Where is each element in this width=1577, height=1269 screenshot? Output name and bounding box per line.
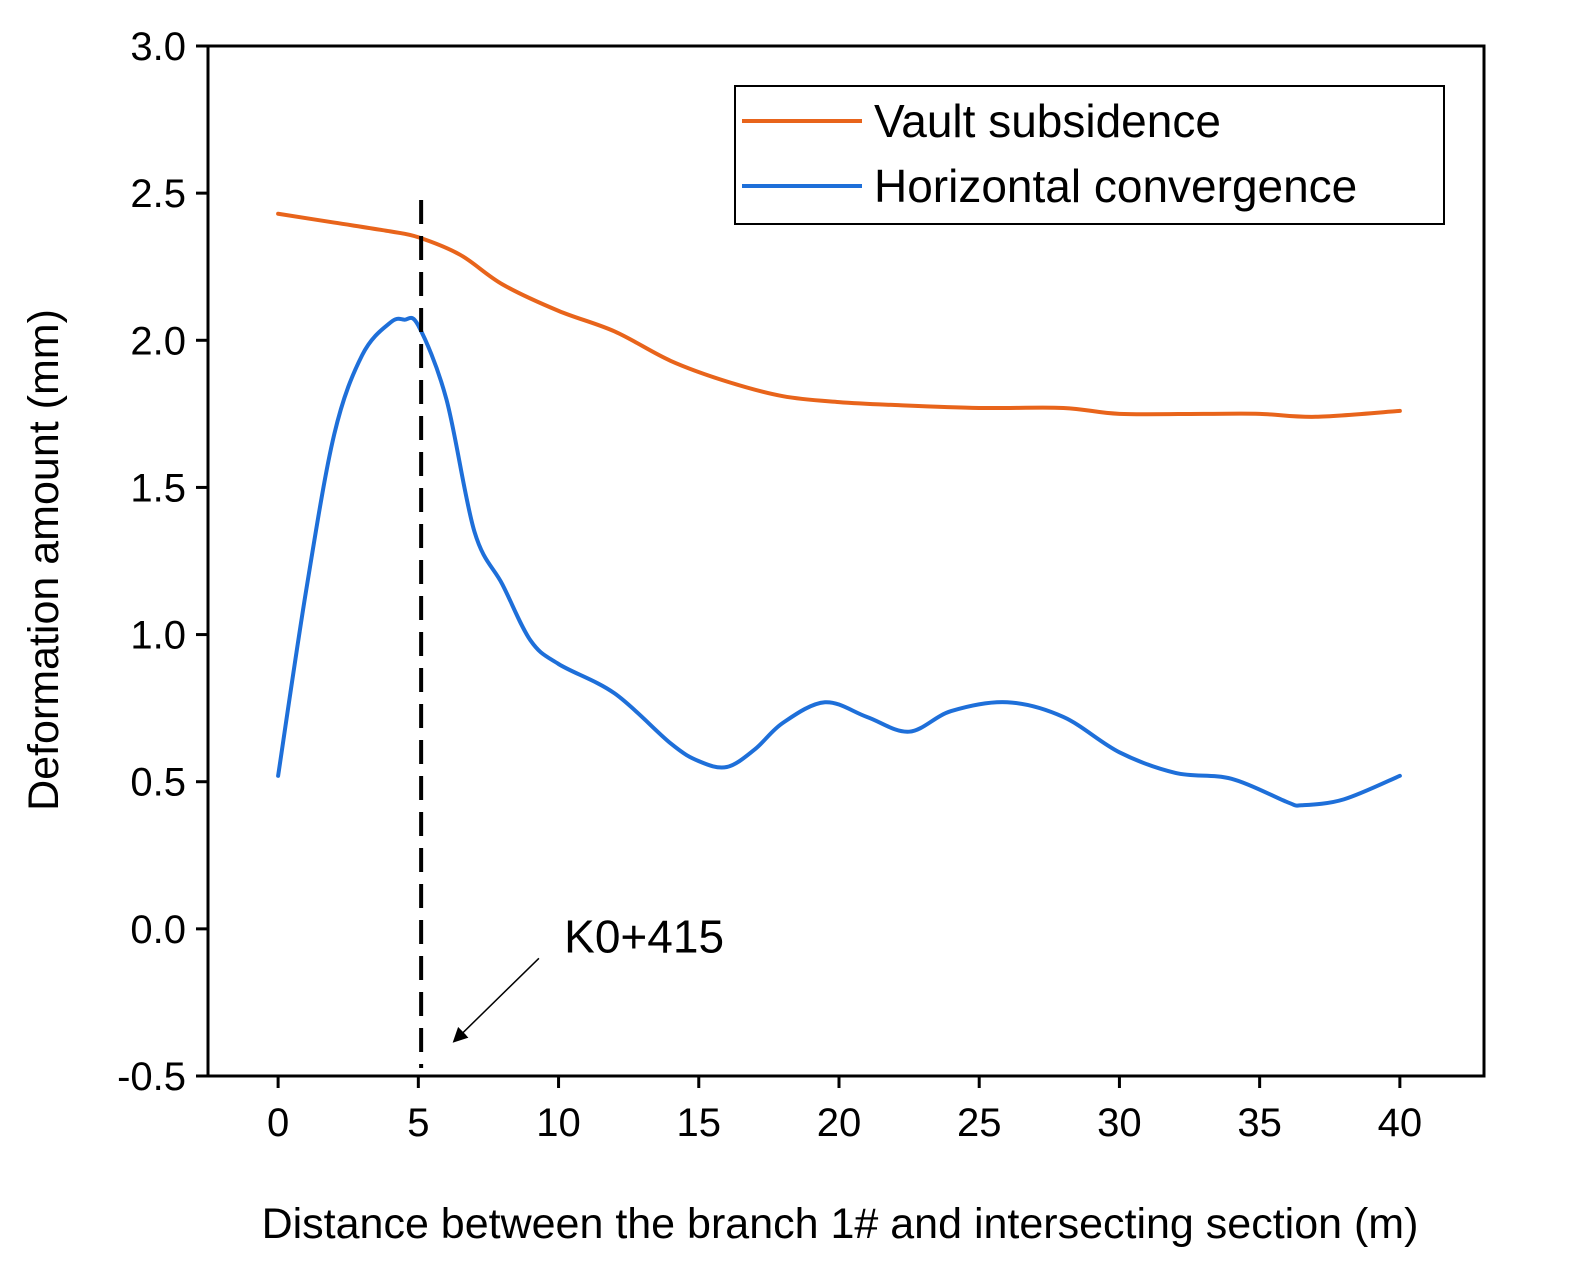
y-axis-ticks: -0.5 0.0 0.5 1.0 1.5 2.0 2.5 3.0 <box>117 25 208 1099</box>
legend-label-vault-subsidence: Vault subsidence <box>874 95 1221 147</box>
y-tick-label: 2.5 <box>130 172 186 216</box>
legend-box <box>734 85 1445 225</box>
y-axis-title: Deformation amount (mm) <box>20 309 68 811</box>
series-line-horizontal-convergence <box>276 315 1402 808</box>
legend: Vault subsidence Horizontal convergence <box>734 85 1445 225</box>
x-tick-label: 30 <box>1097 1101 1142 1145</box>
y-tick-label: 0.0 <box>130 908 186 952</box>
y-tick-label: 1.5 <box>130 466 186 510</box>
series-line-vault-subsidence <box>276 211 1402 419</box>
y-tick-label: 2.0 <box>130 319 186 363</box>
x-tick-label: 10 <box>536 1101 581 1145</box>
x-tick-label: 20 <box>817 1101 862 1145</box>
series-layer <box>276 211 1402 808</box>
y-tick-label: 0.5 <box>130 761 186 805</box>
y-tick-label: 1.0 <box>130 614 186 658</box>
plot-frame <box>206 44 1486 1078</box>
x-tick-label: 25 <box>957 1101 1002 1145</box>
x-tick-label: 0 <box>267 1101 289 1145</box>
legend-label-horizontal-convergence: Horizontal convergence <box>874 160 1357 212</box>
x-tick-label: 5 <box>407 1101 429 1145</box>
y-tick-label: 3.0 <box>130 25 186 69</box>
x-axis-title: Distance between the branch 1# and inter… <box>262 1200 1419 1248</box>
x-tick-label: 40 <box>1378 1101 1423 1145</box>
x-axis-ticks: 0 5 10 15 20 25 30 35 40 <box>267 1076 1422 1145</box>
annotation-layer: K0+415 <box>452 910 724 1043</box>
y-tick-label: -0.5 <box>117 1055 186 1099</box>
annotation-label: K0+415 <box>564 910 724 962</box>
annotation-arrow <box>452 957 540 1043</box>
x-tick-label: 15 <box>677 1101 722 1145</box>
x-tick-label: 35 <box>1237 1101 1282 1145</box>
